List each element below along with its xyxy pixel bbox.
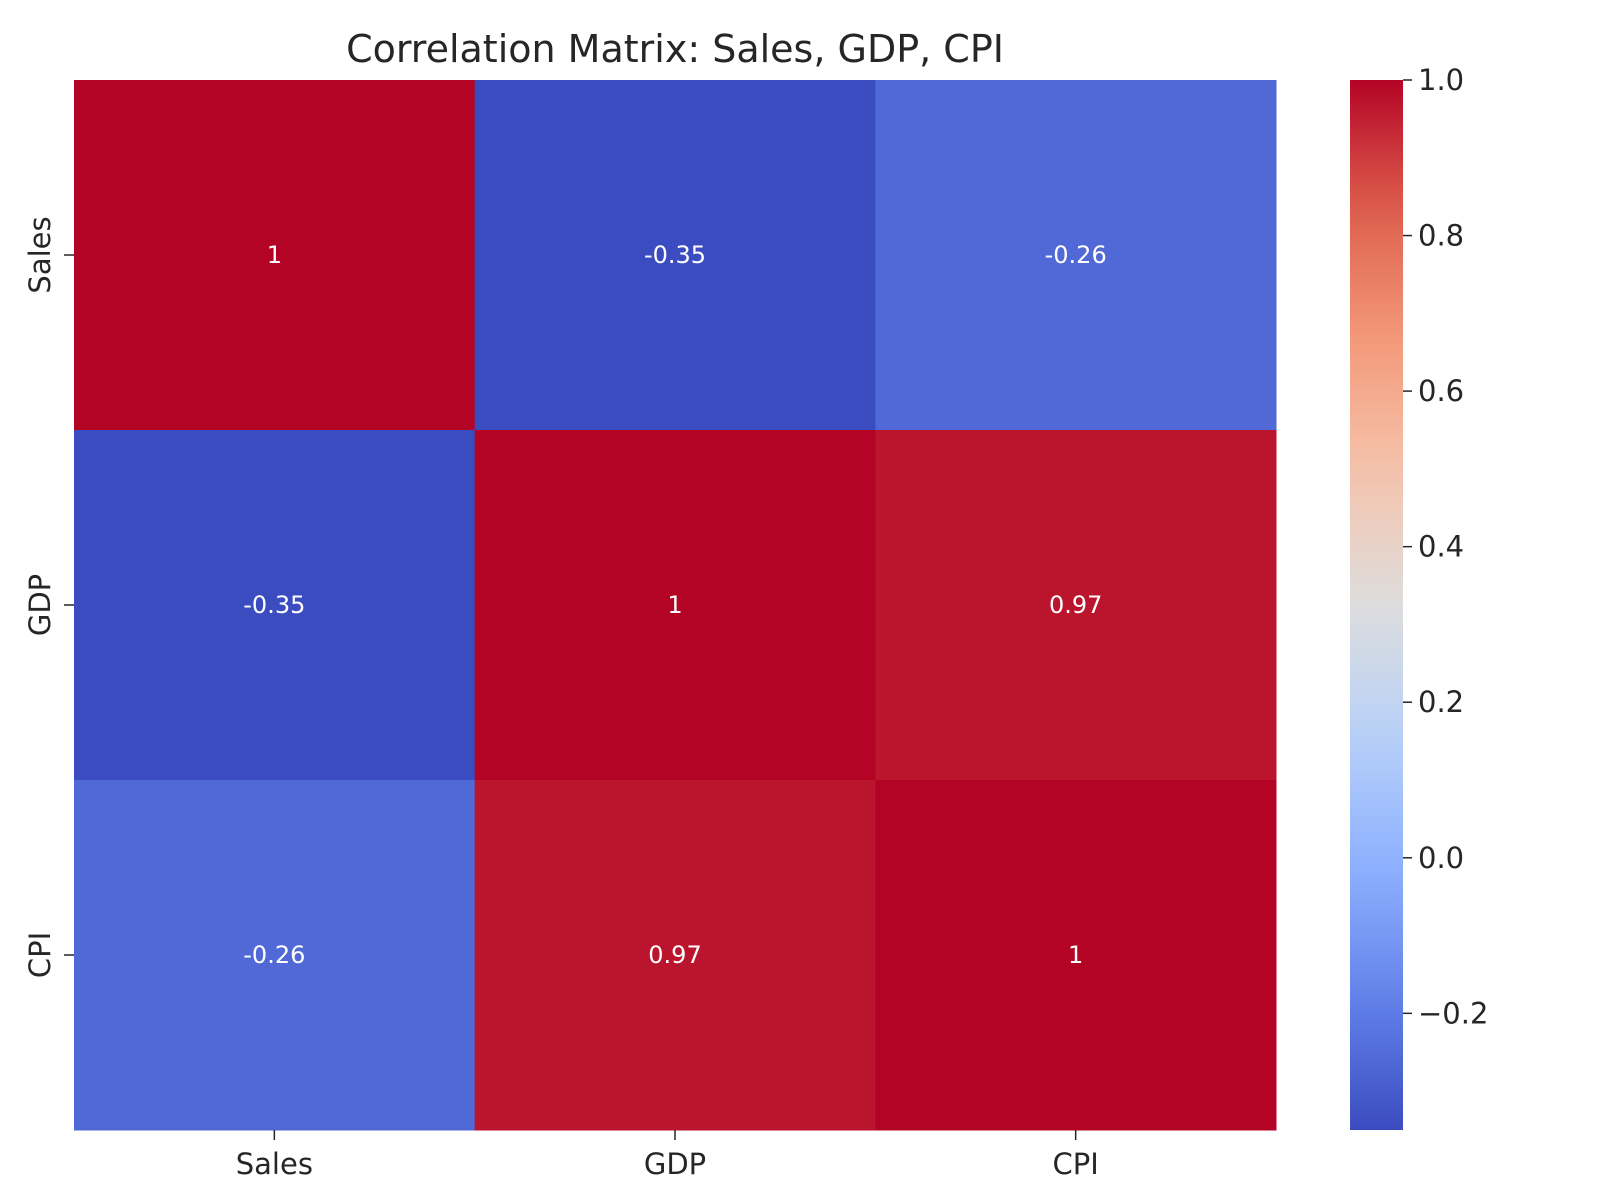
x-tick-label: CPI [1053, 1147, 1099, 1181]
y-tick-label: Sales [23, 216, 57, 293]
heatmap-cell-cpi-gdp [474, 780, 876, 1131]
colorbar-tick-label: −0.2 [1418, 996, 1488, 1030]
y-axis: Sales GDP CPI [23, 216, 74, 978]
x-tick-label: Sales [236, 1147, 313, 1181]
heatmap-cell-sales-sales [74, 80, 476, 431]
heatmap-cell-gdp-cpi [875, 430, 1277, 781]
chart-title: Correlation Matrix: Sales, GDP, CPI [346, 27, 1004, 71]
heatmap-cell-sales-cpi [875, 80, 1277, 431]
cell-label: 1 [667, 591, 682, 619]
heatmap-cell-sales-gdp [474, 80, 876, 431]
heatmap-cells [74, 80, 1277, 1131]
y-tick-label: CPI [23, 932, 57, 978]
colorbar-gradient [1350, 80, 1403, 1130]
heatmap-cell-cpi-sales [74, 780, 476, 1131]
colorbar-tick-label: 0.4 [1418, 530, 1464, 564]
x-axis: Sales GDP CPI [236, 1130, 1099, 1181]
cell-label: -0.26 [243, 941, 305, 969]
cell-label: 1 [1068, 941, 1083, 969]
cell-label: 0.97 [648, 941, 701, 969]
heatmap-cell-gdp-gdp [474, 430, 876, 781]
heatmap-cell-gdp-sales [74, 430, 476, 781]
cell-label: 1 [267, 241, 282, 269]
cell-label: -0.35 [243, 591, 305, 619]
cell-label: 0.97 [1049, 591, 1102, 619]
colorbar-tick-label: 0.8 [1418, 219, 1464, 253]
colorbar-tick-label: 0.0 [1418, 841, 1464, 875]
cell-label: -0.26 [1045, 241, 1107, 269]
colorbar-tick-label: 0.2 [1418, 685, 1464, 719]
y-tick-label: GDP [23, 574, 57, 636]
cell-labels: 1 -0.35 -0.26 -0.35 1 0.97 -0.26 0.97 1 [243, 241, 1106, 969]
colorbar: −0.2 0.0 0.2 0.4 0.6 0.8 1.0 [1350, 63, 1488, 1130]
cell-label: -0.35 [644, 241, 706, 269]
x-tick-label: GDP [644, 1147, 706, 1181]
colorbar-tick-label: 0.6 [1418, 374, 1464, 408]
colorbar-tick-label: 1.0 [1418, 63, 1464, 97]
heatmap-cell-cpi-cpi [875, 780, 1277, 1131]
